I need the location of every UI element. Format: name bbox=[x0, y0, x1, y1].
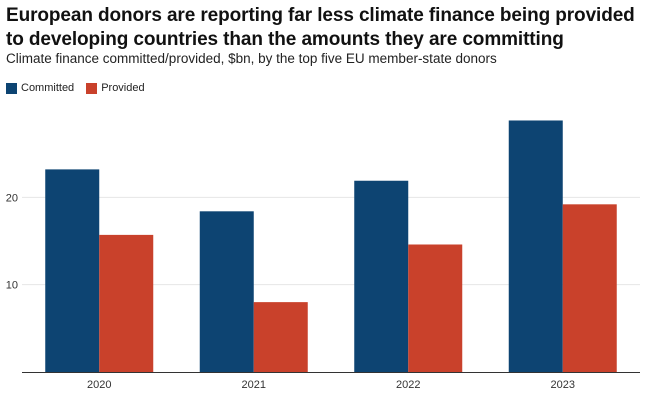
bar-committed-2020 bbox=[45, 169, 100, 372]
y-tick-label-20: 20 bbox=[6, 192, 18, 204]
x-tick-label-2022: 2022 bbox=[396, 379, 420, 391]
bar-provided-2023 bbox=[562, 204, 617, 372]
legend: Committed Provided bbox=[6, 82, 157, 94]
legend-label-committed: Committed bbox=[21, 82, 75, 94]
legend-label-provided: Provided bbox=[101, 82, 145, 94]
x-tick-label-2021: 2021 bbox=[242, 379, 266, 391]
legend-swatch-provided bbox=[86, 82, 98, 94]
bar-provided-2021 bbox=[253, 302, 308, 372]
legend-swatch-committed bbox=[6, 82, 17, 94]
chart-subtitle: Climate finance committed/provided, $bn,… bbox=[6, 51, 497, 66]
x-tick-label-2020: 2020 bbox=[87, 379, 111, 391]
legend-item-committed: Committed bbox=[6, 82, 74, 94]
x-tick-label-2023: 2023 bbox=[551, 379, 575, 391]
chart-title: European donors are reporting far less c… bbox=[6, 5, 635, 50]
y-tick-label-10: 10 bbox=[6, 280, 18, 292]
bar-committed-2021 bbox=[199, 211, 254, 372]
bar-provided-2022 bbox=[408, 244, 463, 372]
bar-committed-2023 bbox=[508, 120, 563, 372]
legend-item-provided: Provided bbox=[86, 82, 145, 94]
bar-committed-2022 bbox=[354, 180, 409, 372]
bar-provided-2020 bbox=[99, 234, 154, 372]
